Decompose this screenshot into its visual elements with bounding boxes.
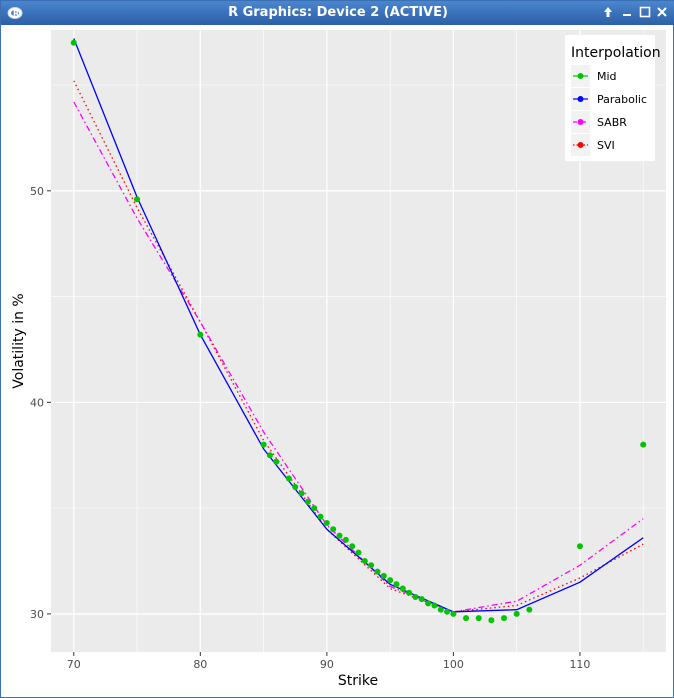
mid-point — [463, 615, 470, 622]
y-axis: 30 40 50 — [30, 185, 51, 621]
mid-point — [273, 458, 280, 465]
mid-point — [304, 498, 311, 505]
mid-point — [640, 441, 647, 448]
legend-label-sabr: SABR — [597, 116, 627, 129]
legend-label-svi: SVI — [597, 139, 615, 152]
mid-point — [134, 196, 141, 203]
legend-title: Interpolation — [571, 45, 661, 61]
legend-key-point-sabr — [577, 119, 584, 125]
x-tick-label: 110 — [569, 658, 590, 671]
mid-point — [342, 536, 349, 543]
mid-point — [450, 610, 457, 617]
mid-point — [501, 615, 508, 622]
mid-point — [317, 513, 324, 520]
legend-key-point-parabolic — [577, 96, 584, 102]
series-line-sabr — [73, 101, 644, 613]
legend-key-point-svi — [577, 142, 584, 148]
mid-point — [355, 549, 362, 556]
mid-point — [368, 562, 375, 569]
mid-point — [406, 589, 413, 596]
legend-label-parabolic: Parabolic — [597, 93, 647, 106]
mid-point — [513, 610, 520, 617]
plot-panel — [51, 30, 666, 652]
mid-point — [387, 577, 394, 584]
legend: Interpolation Mid Parabolic SABR SVI — [565, 35, 661, 161]
mid-point — [380, 572, 387, 579]
mid-point — [70, 39, 77, 46]
mid-point — [330, 526, 337, 533]
mid-point — [349, 543, 356, 550]
mid-point — [431, 602, 438, 609]
x-tick-label: 80 — [193, 658, 207, 671]
close-icon[interactable] — [655, 5, 669, 19]
legend-key-point-mid — [577, 73, 584, 79]
x-tick-label: 70 — [67, 658, 81, 671]
minor-grid — [51, 30, 666, 652]
mid-point — [444, 608, 451, 615]
mid-point — [576, 543, 583, 550]
maximize-icon[interactable] — [638, 5, 652, 19]
mid-point — [475, 615, 482, 622]
legend-label-mid: Mid — [597, 70, 617, 83]
mid-point — [374, 568, 381, 575]
y-tick-label: 40 — [30, 396, 44, 409]
series-line-parabolic — [73, 38, 644, 613]
arrow-up-icon[interactable] — [601, 5, 615, 19]
series-layer — [73, 38, 644, 613]
mid-point — [285, 475, 292, 482]
mid-point — [526, 606, 533, 613]
y-tick-label: 30 — [30, 608, 44, 621]
x-axis-label: Strike — [338, 673, 378, 689]
mid-point — [399, 585, 406, 592]
mid-point — [311, 505, 318, 512]
mid-point — [336, 532, 343, 539]
mid-point — [292, 483, 299, 490]
mid-point — [418, 596, 425, 603]
mid-point — [361, 558, 368, 565]
points-layer — [70, 39, 647, 624]
x-axis: 70 80 90 100 110 — [67, 652, 590, 671]
mid-point — [298, 490, 305, 497]
y-tick-label: 50 — [30, 185, 44, 198]
mid-point — [266, 452, 273, 459]
mid-point — [412, 593, 419, 600]
mid-point — [197, 331, 204, 338]
mid-point — [488, 617, 495, 624]
mid-point — [425, 600, 432, 607]
window-title: R Graphics: Device 2 (ACTIVE) — [228, 5, 448, 20]
mid-point — [260, 441, 267, 448]
mid-point — [393, 581, 400, 588]
r-logo-icon[interactable]: R — [7, 5, 23, 21]
chart: 70 80 90 100 110 30 40 50 Strike Volatility in… — [1, 25, 673, 697]
title-bar[interactable]: R R Graphics: Device 2 (ACTIVE) — [1, 1, 674, 25]
mid-point — [323, 519, 330, 526]
y-axis-label: Volatility in % — [11, 293, 27, 388]
mid-point — [437, 606, 444, 613]
x-tick-label: 90 — [320, 658, 334, 671]
svg-text:R: R — [13, 9, 19, 18]
minimize-icon[interactable] — [620, 5, 634, 19]
x-tick-label: 100 — [443, 658, 464, 671]
